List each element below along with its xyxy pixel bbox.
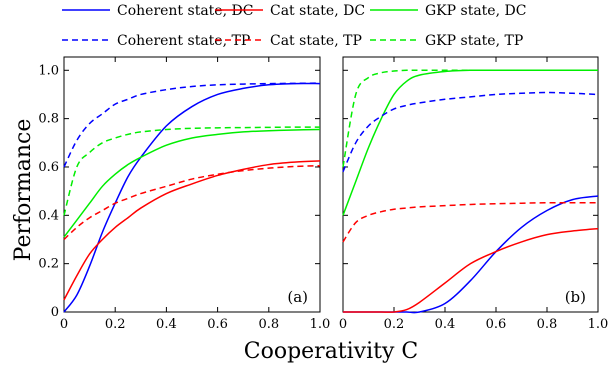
- x-tick-label: 0.4: [156, 317, 177, 332]
- legend-label: Cat state, DC: [270, 3, 365, 19]
- x-axis-label: Cooperativity C: [244, 339, 419, 364]
- y-tick-label: 1.0: [38, 63, 59, 78]
- x-tick-label: 1.0: [588, 317, 608, 332]
- plot-frame: [342, 56, 599, 313]
- x-tick-label: 1.0: [310, 317, 331, 332]
- legend-label: GKP state, DC: [425, 3, 526, 19]
- panel-a: 00.20.40.60.81.00 0.2 0.4 0.6 0.8 1.0(a): [38, 56, 331, 332]
- panel-b: 0 0.2 0.4 0.6 0.8 1.0(b): [339, 56, 608, 332]
- series-line: [342, 69, 598, 216]
- x-tick-label: 0: [339, 317, 347, 332]
- legend-label: GKP state, TP: [425, 33, 523, 49]
- plot-frame: [63, 56, 321, 313]
- legend-label: Cat state, TP: [270, 33, 362, 49]
- panel-label: (b): [565, 288, 586, 306]
- series-line: [63, 160, 321, 301]
- series-line: [342, 227, 599, 313]
- x-tick-label: 0.6: [486, 317, 507, 332]
- series-line: [63, 82, 321, 313]
- legend-label: Coherent state, DC: [117, 3, 253, 19]
- y-axis-label: Performance: [11, 119, 36, 262]
- y-tick-label: 0: [51, 305, 59, 320]
- x-tick-label: 0: [60, 317, 68, 332]
- legend: Coherent state, DC Cat state, DC GKP state…: [62, 3, 526, 49]
- x-tick-label: 0.8: [537, 317, 558, 332]
- legend-label: Coherent state, TP: [117, 33, 250, 49]
- x-tick-label: 0.6: [207, 317, 228, 332]
- panel-label: (a): [287, 288, 308, 306]
- series-line: [63, 126, 321, 216]
- y-tick-label: 0.8: [38, 112, 59, 127]
- x-tick-label: 0.2: [105, 317, 126, 332]
- y-tick-label: 0.6: [38, 160, 59, 175]
- series-line: [342, 91, 599, 173]
- series-line: [342, 201, 598, 243]
- x-tick-label: 0.2: [384, 317, 405, 332]
- x-tick-label: 0.8: [258, 317, 279, 332]
- y-tick-label: 0.4: [38, 208, 59, 223]
- series-line: [63, 82, 321, 168]
- series-line: [342, 69, 598, 168]
- series-line: [342, 195, 599, 314]
- y-tick-label: 0.2: [38, 257, 59, 272]
- series-line: [63, 128, 321, 238]
- series-line: [63, 165, 321, 241]
- x-tick-label: 0.4: [435, 317, 456, 332]
